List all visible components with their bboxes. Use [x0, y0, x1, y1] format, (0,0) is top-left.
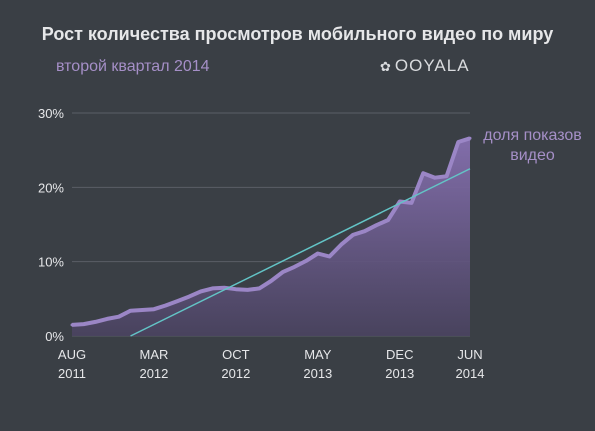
- data-point: [211, 286, 214, 290]
- data-point: [117, 315, 121, 319]
- x-tick-label-year: 2014: [456, 366, 485, 381]
- data-point: [304, 259, 308, 263]
- x-tick-label-year: 2011: [58, 366, 86, 381]
- x-tick-label-month: OCT: [222, 347, 250, 362]
- data-point: [105, 317, 109, 321]
- x-tick-label-year: 2012: [139, 366, 168, 381]
- data-point: [445, 174, 449, 178]
- data-point: [386, 218, 390, 222]
- data-point: [199, 289, 203, 293]
- data-point: [328, 255, 331, 258]
- data-point: [351, 233, 355, 237]
- trend-line: [130, 168, 471, 337]
- y-tick-label: 30%: [38, 106, 64, 121]
- series-label-line-1: доля показов: [483, 127, 582, 144]
- trend-layer: [130, 168, 471, 337]
- y-tick-label: 10%: [38, 255, 64, 270]
- data-point: [410, 201, 413, 205]
- data-point: [281, 270, 285, 274]
- data-point: [316, 252, 320, 255]
- data-point: [433, 176, 437, 180]
- x-tick-label-month: AUG: [58, 347, 86, 362]
- data-point: [257, 286, 261, 290]
- x-tick-label-month: MAR: [139, 347, 168, 362]
- series-label: доля показов видео: [470, 126, 595, 166]
- x-tick-label-month: DEC: [386, 347, 413, 362]
- x-tick-label-year: 2012: [221, 366, 250, 381]
- x-axis-ticks: AUG 2011 MAR 2012 OCT 2012 MAY 2013 DEC 2013 JUN 20…: [58, 347, 485, 381]
- data-point: [456, 140, 460, 144]
- series-area: [70, 136, 472, 336]
- x-tick-label-month: MAY: [304, 347, 332, 362]
- data-point: [140, 308, 144, 312]
- data-point: [93, 320, 97, 324]
- ooyala-logo: ✿ OOYALA: [380, 56, 470, 76]
- ooyala-flower-icon: ✿: [380, 59, 392, 74]
- series-area-fill: [72, 138, 470, 336]
- chart-subtitle: второй квартал 2014: [56, 58, 210, 75]
- data-point: [222, 286, 226, 290]
- data-point: [164, 304, 168, 307]
- data-point: [70, 323, 74, 327]
- y-tick-label: 0%: [45, 329, 64, 344]
- data-point: [269, 279, 273, 283]
- data-point: [292, 265, 296, 269]
- data-point: [234, 287, 238, 291]
- x-tick-label-year: 2013: [303, 366, 332, 381]
- y-tick-label: 20%: [38, 180, 64, 195]
- data-point: [363, 229, 367, 233]
- series-label-line-2: видео: [510, 147, 555, 164]
- logo-text: OOYALA: [394, 56, 470, 75]
- y-axis-ticks: 0% 10% 20% 30%: [38, 106, 64, 344]
- data-point: [175, 299, 179, 303]
- data-point: [129, 309, 132, 313]
- data-point: [339, 243, 343, 247]
- x-tick-label-year: 2013: [385, 366, 414, 381]
- data-point: [246, 288, 250, 292]
- x-tick-label-month: JUN: [457, 347, 482, 362]
- data-point: [187, 295, 191, 299]
- data-point: [82, 322, 86, 326]
- data-point: [468, 136, 472, 140]
- page-title: Рост количества просмотров мобильного ви…: [41, 24, 554, 44]
- data-point: [374, 223, 378, 227]
- data-point: [152, 307, 156, 311]
- data-point: [421, 171, 425, 175]
